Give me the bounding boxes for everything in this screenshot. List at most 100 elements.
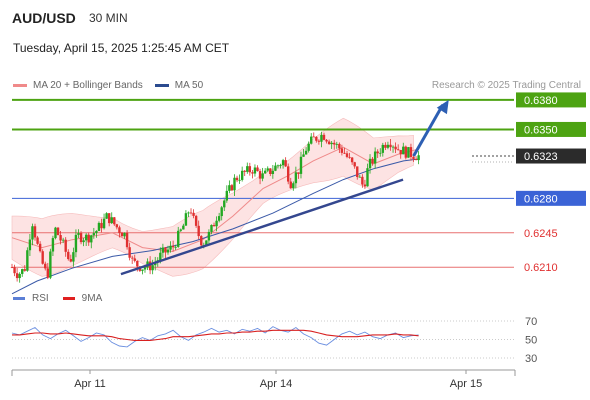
candle-body — [345, 153, 349, 157]
candle-body — [391, 146, 395, 148]
candle-body — [258, 171, 262, 179]
candle-body — [320, 134, 323, 142]
candle-body — [64, 239, 67, 252]
candle-body — [177, 230, 180, 247]
candle-body — [340, 148, 344, 153]
candle-body — [69, 259, 73, 262]
rsi-line — [11, 326, 419, 348]
candle-body — [353, 162, 356, 167]
candle-body — [82, 240, 85, 243]
candle-body — [148, 261, 152, 271]
candle-body — [361, 176, 364, 185]
level-box-0-6350 — [516, 121, 586, 137]
candle-body — [225, 190, 229, 201]
legend-item-ma50: MA 50 — [154, 80, 203, 91]
candle-body — [263, 170, 267, 174]
candle-body — [184, 213, 188, 226]
candle-body — [46, 268, 50, 278]
candle-body — [223, 200, 226, 208]
candle-body — [97, 222, 101, 231]
candle-body — [284, 160, 287, 167]
x-tick-label-1: Apr 14 — [260, 378, 292, 390]
candle-body — [125, 232, 129, 248]
candle-body — [299, 156, 303, 174]
candle-body — [133, 258, 136, 261]
candle-body — [307, 143, 310, 151]
candle-body — [141, 269, 144, 271]
level-label-0-6280: 0.6280 — [524, 193, 558, 205]
candle-body — [38, 243, 42, 252]
candle-body — [174, 246, 177, 248]
candle-body — [59, 235, 62, 241]
candle-body — [164, 247, 167, 253]
candle-body — [358, 176, 362, 178]
candle-body — [333, 142, 336, 145]
legend-item-rsi: RSI — [13, 293, 49, 304]
candle-body — [151, 265, 154, 271]
ma50-line — [11, 158, 419, 295]
candle-body — [207, 231, 211, 241]
candle-body — [159, 252, 162, 261]
candle-body — [61, 239, 65, 241]
forecast-arrow-shaft — [412, 104, 445, 157]
candle-body — [276, 165, 280, 167]
legend-label-rsi: RSI — [32, 293, 49, 304]
candle-body — [325, 139, 328, 142]
candle-body — [338, 143, 341, 149]
candle-body — [212, 224, 216, 227]
candle-body — [200, 236, 203, 246]
x-axis: Apr 11 Apr 14 Apr 15 — [11, 369, 516, 390]
level-box-0-6380 — [516, 92, 586, 108]
candle-body — [228, 185, 231, 191]
candle-body — [261, 173, 264, 179]
candle-body — [350, 157, 354, 163]
candle-body — [330, 142, 333, 145]
candle-body — [373, 151, 377, 164]
rsi-tick-30: 30 — [525, 353, 537, 365]
candle-body — [289, 181, 292, 189]
candle-body — [235, 177, 239, 181]
candle-body — [95, 230, 98, 234]
candle-body — [54, 227, 57, 239]
candle-body — [87, 234, 90, 243]
legend-swatch-rsi — [13, 297, 25, 300]
candle-body — [79, 233, 83, 243]
candle-body — [220, 207, 223, 217]
candle-body — [26, 250, 29, 271]
candle-body — [371, 158, 374, 164]
candle-body — [343, 152, 346, 154]
bollinger-bands — [11, 117, 414, 277]
candle-body — [128, 247, 131, 258]
candle-body — [92, 233, 96, 236]
candle-body — [404, 146, 408, 158]
forecast-arrow-head — [436, 99, 449, 115]
candle-body — [310, 136, 313, 144]
candle-body — [386, 144, 390, 148]
datetime-label: Tuesday, April 15, 2025 1:25:45 AM CET — [13, 41, 230, 55]
candle-body — [18, 273, 21, 279]
candle-body — [402, 146, 405, 155]
candle-body — [317, 140, 321, 142]
rsi-legend: RSI 9MA — [13, 293, 116, 304]
legend-label-9ma: 9MA — [81, 293, 103, 304]
candle-body — [248, 166, 252, 173]
candle-body — [215, 220, 218, 227]
candle-body — [130, 257, 134, 259]
candle-body — [312, 136, 315, 138]
rsi-9ma-line — [12, 329, 419, 341]
price-levels — [12, 98, 514, 268]
candle-body — [266, 168, 269, 171]
chart-legend: MA 20 + Bollinger Bands MA 50 — [13, 80, 215, 91]
legend-swatch-ma50 — [154, 84, 169, 87]
candle-body — [56, 227, 60, 236]
current-price-label: 0.6323 — [524, 151, 558, 163]
candle-body — [31, 226, 34, 240]
candle-body — [396, 149, 400, 151]
candle-body — [253, 167, 257, 174]
x-tick-label-2: Apr 15 — [450, 378, 482, 390]
candle-body — [256, 167, 259, 172]
candle-body — [414, 159, 418, 161]
level-label-0-6350: 0.6350 — [524, 124, 558, 136]
candle-body — [286, 166, 290, 182]
candle-body — [394, 146, 397, 150]
